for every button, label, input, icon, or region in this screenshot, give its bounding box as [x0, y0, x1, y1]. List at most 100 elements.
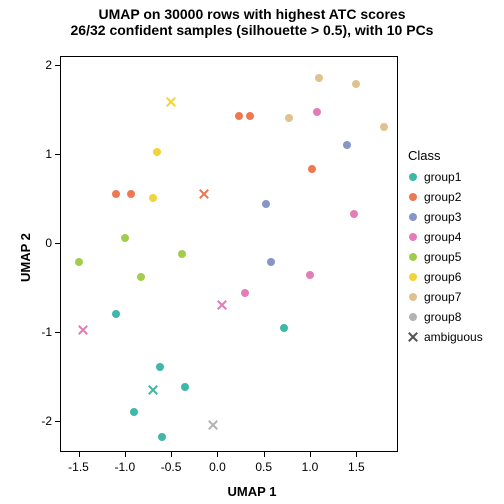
dot-icon [350, 210, 358, 218]
y-tick-mark [55, 332, 60, 333]
data-point [352, 80, 360, 88]
data-point [246, 112, 254, 120]
data-point [148, 385, 158, 395]
dot-icon [267, 258, 275, 266]
data-point [208, 420, 218, 430]
legend-label: group3 [424, 210, 461, 224]
x-tick-mark [125, 452, 126, 457]
legend-label: group5 [424, 250, 461, 264]
data-point [267, 258, 275, 266]
y-tick-label: 2 [32, 58, 52, 72]
legend-item: group7 [408, 290, 461, 304]
data-point [315, 74, 323, 82]
dot-icon [235, 112, 243, 120]
legend-title: Class [408, 148, 441, 163]
dot-icon [343, 141, 351, 149]
data-point [75, 258, 83, 266]
legend-item: ambiguous [408, 330, 483, 344]
x-tick-mark [264, 452, 265, 457]
dot-icon [408, 172, 418, 182]
legend-item: group6 [408, 270, 461, 284]
y-tick-mark [55, 421, 60, 422]
dot-icon [313, 108, 321, 116]
legend-label: group7 [424, 290, 461, 304]
dot-icon [308, 165, 316, 173]
x-tick-mark [217, 452, 218, 457]
dot-icon [408, 292, 418, 302]
cross-icon [148, 385, 158, 395]
y-tick-label: -1 [32, 325, 52, 339]
dot-icon [408, 212, 418, 222]
dot-icon [306, 271, 314, 279]
data-point [158, 433, 166, 441]
dot-icon [121, 234, 129, 242]
dot-icon [112, 190, 120, 198]
data-point [350, 210, 358, 218]
x-tick-mark [356, 452, 357, 457]
legend-item: group3 [408, 210, 461, 224]
dot-icon [178, 250, 186, 258]
data-point [217, 300, 227, 310]
dot-icon [112, 310, 120, 318]
y-tick-mark [55, 243, 60, 244]
dot-icon [75, 258, 83, 266]
dot-icon [408, 232, 418, 242]
cross-icon [166, 97, 176, 107]
dot-icon [246, 112, 254, 120]
legend-label: group4 [424, 230, 461, 244]
x-tick-label: 1.0 [302, 460, 319, 474]
data-point [285, 114, 293, 122]
cross-icon [208, 420, 218, 430]
legend-item: group8 [408, 310, 461, 324]
legend-swatch-dot [409, 173, 417, 181]
cross-icon [217, 300, 227, 310]
data-point [199, 189, 209, 199]
x-tick-mark [310, 452, 311, 457]
legend-label: group6 [424, 270, 461, 284]
legend-swatch-dot [409, 193, 417, 201]
legend-label: group2 [424, 190, 461, 204]
data-point [280, 324, 288, 332]
y-tick-label: 1 [32, 147, 52, 161]
x-axis-label: UMAP 1 [0, 484, 504, 499]
legend-label: ambiguous [424, 330, 483, 344]
legend-item: group4 [408, 230, 461, 244]
y-tick-label: -2 [32, 414, 52, 428]
dot-icon [127, 190, 135, 198]
y-tick-label: 0 [32, 236, 52, 250]
chart-title-block: UMAP on 30000 rows with highest ATC scor… [0, 6, 504, 38]
dot-icon [408, 312, 418, 322]
data-point [78, 325, 88, 335]
cross-icon [78, 325, 88, 335]
legend-label: group8 [424, 310, 461, 324]
data-point [306, 271, 314, 279]
legend-label: group1 [424, 170, 461, 184]
data-point [112, 310, 120, 318]
data-point [166, 97, 176, 107]
data-point [380, 123, 388, 131]
data-point [156, 363, 164, 371]
dot-icon [408, 252, 418, 262]
legend-swatch-dot [409, 253, 417, 261]
data-point [178, 250, 186, 258]
x-tick-label: 0.0 [209, 460, 226, 474]
data-point [130, 408, 138, 416]
dot-icon [137, 273, 145, 281]
dot-icon [262, 200, 270, 208]
legend-swatch-dot [409, 273, 417, 281]
x-tick-label: -0.5 [161, 460, 182, 474]
data-point [313, 108, 321, 116]
dot-icon [280, 324, 288, 332]
dot-icon [156, 363, 164, 371]
dot-icon [408, 272, 418, 282]
y-tick-mark [55, 65, 60, 66]
legend-item: group5 [408, 250, 461, 264]
legend-swatch-dot [409, 233, 417, 241]
legend-swatch-dot [409, 313, 417, 321]
x-tick-label: 0.5 [255, 460, 272, 474]
chart-container: UMAP on 30000 rows with highest ATC scor… [0, 0, 504, 504]
legend-item: group2 [408, 190, 461, 204]
data-point [262, 200, 270, 208]
x-tick-label: -1.5 [68, 460, 89, 474]
dot-icon [380, 123, 388, 131]
